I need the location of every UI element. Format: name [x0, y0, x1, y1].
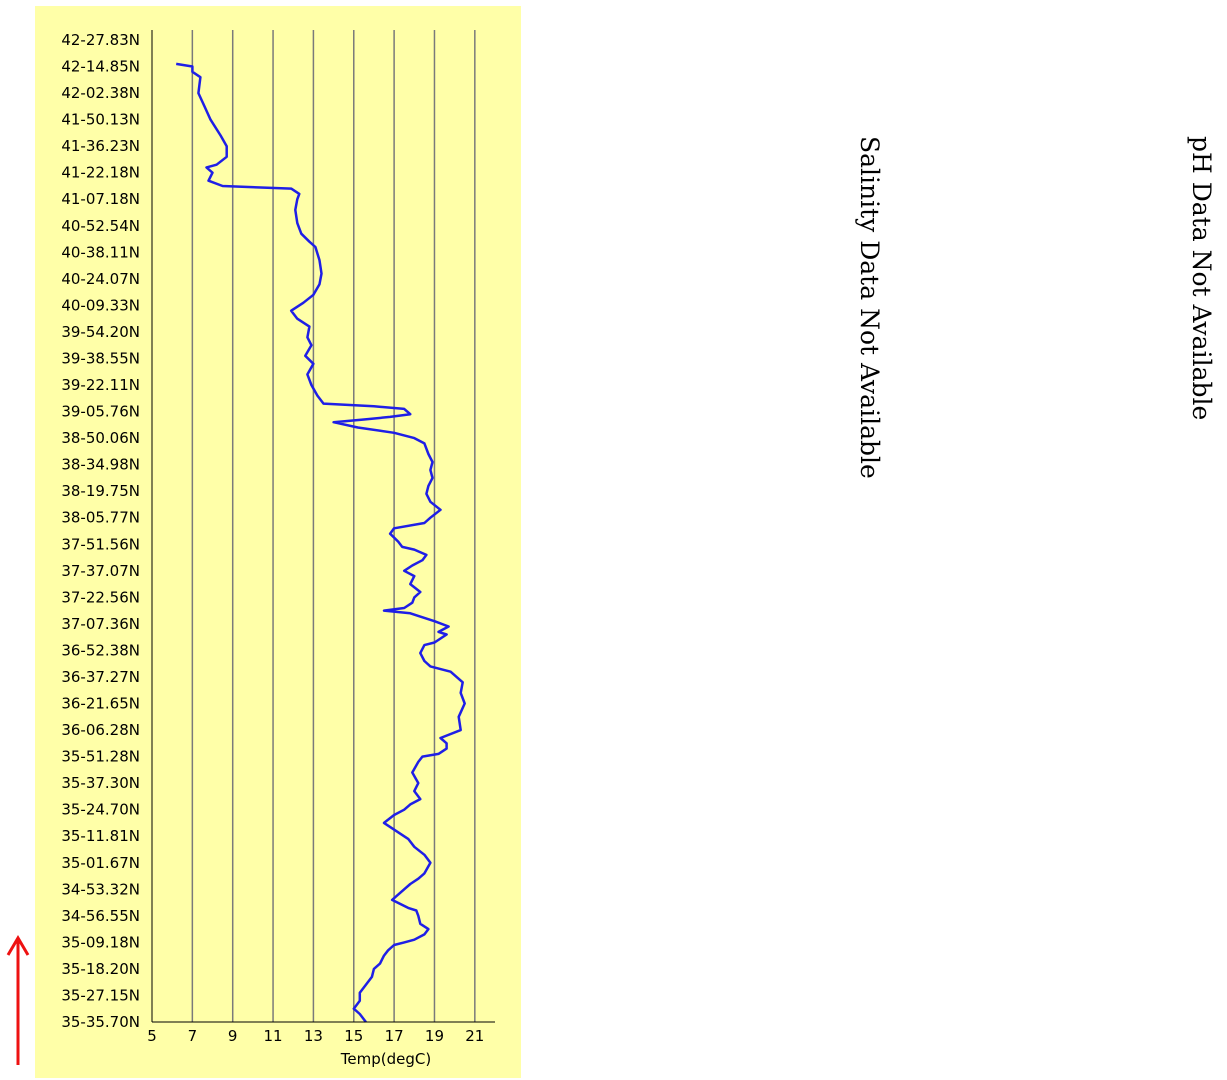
y-tick-label: 40-38.11N — [61, 243, 140, 261]
y-tick-label: 37-37.07N — [61, 562, 140, 580]
x-tick-labels: 5 7 9 11 13 15 17 19 21 — [147, 1027, 484, 1045]
temperature-chart-panel: 42-27.83N 42-14.85N 42-02.38N 41-50.13N 41-3… — [35, 6, 521, 1078]
y-tick-label: 37-22.56N — [61, 588, 140, 606]
y-tick-label: 38-19.75N — [61, 482, 140, 500]
y-tick-label: 39-38.55N — [61, 349, 140, 367]
y-tick-label: 35-37.30N — [61, 774, 140, 792]
y-tick-label: 39-54.20N — [61, 323, 140, 341]
x-tick-label: 7 — [188, 1027, 198, 1045]
y-tick-label: 35-09.18N — [61, 933, 140, 951]
y-tick-label: 35-24.70N — [61, 801, 140, 819]
y-tick-label: 42-27.83N — [61, 31, 140, 49]
y-tick-label: 38-50.06N — [61, 429, 140, 447]
y-tick-label: 34-53.32N — [61, 880, 140, 898]
y-tick-label: 36-21.65N — [61, 695, 140, 713]
salinity-unavailable-message: Salinity Data Not Available — [855, 136, 884, 479]
travel-direction-arrow-icon — [6, 935, 30, 1065]
y-tick-label: 35-35.70N — [61, 1013, 140, 1031]
y-tick-label: 36-37.27N — [61, 668, 140, 686]
y-tick-label: 37-51.56N — [61, 535, 140, 553]
y-tick-label: 35-11.81N — [61, 827, 140, 845]
y-tick-label: 36-52.38N — [61, 641, 140, 659]
temperature-series-line — [176, 62, 466, 1023]
x-tick-label: 9 — [228, 1027, 238, 1045]
x-tick-label: 15 — [344, 1027, 363, 1045]
temperature-chart: 42-27.83N 42-14.85N 42-02.38N 41-50.13N 41-3… — [61, 30, 495, 1068]
x-tick-label: 13 — [304, 1027, 323, 1045]
y-tick-label: 37-07.36N — [61, 615, 140, 633]
x-tick-label: 19 — [425, 1027, 444, 1045]
y-tick-label: 39-05.76N — [61, 403, 140, 421]
x-tick-label: 11 — [264, 1027, 283, 1045]
y-tick-labels: 42-27.83N 42-14.85N 42-02.38N 41-50.13N 41-3… — [61, 31, 140, 1031]
ph-unavailable-message: pH Data Not Available — [1187, 136, 1216, 421]
y-tick-label: 35-51.28N — [61, 748, 140, 766]
y-tick-label: 40-52.54N — [61, 217, 140, 235]
y-tick-label: 41-36.23N — [61, 137, 140, 155]
x-axis-label: Temp(degC) — [340, 1050, 431, 1068]
y-tick-label: 40-24.07N — [61, 270, 140, 288]
y-tick-label: 36-06.28N — [61, 721, 140, 739]
y-tick-label: 41-22.18N — [61, 164, 140, 182]
series-layer — [176, 62, 466, 1023]
x-tick-label: 17 — [385, 1027, 404, 1045]
y-tick-label: 40-09.33N — [61, 296, 140, 314]
y-tick-label: 35-18.20N — [61, 960, 140, 978]
y-tick-label: 38-34.98N — [61, 456, 140, 474]
y-tick-label: 38-05.77N — [61, 509, 140, 527]
y-tick-label: 42-02.38N — [61, 84, 140, 102]
x-tick-label: 5 — [147, 1027, 157, 1045]
y-tick-label: 39-22.11N — [61, 376, 140, 394]
y-tick-label: 41-07.18N — [61, 190, 140, 208]
grid-lines — [191, 30, 476, 1022]
x-tick-label: 21 — [465, 1027, 484, 1045]
y-tick-label: 34-56.55N — [61, 907, 140, 925]
y-tick-label: 42-14.85N — [61, 58, 140, 76]
y-tick-label: 35-27.15N — [61, 986, 140, 1004]
y-tick-label: 41-50.13N — [61, 111, 140, 129]
y-tick-label: 35-01.67N — [61, 854, 140, 872]
